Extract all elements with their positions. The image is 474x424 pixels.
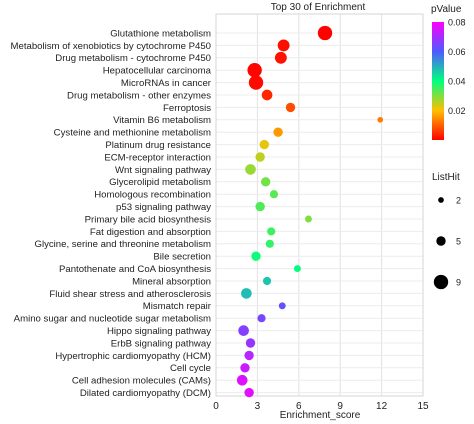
y-tick-label: Metabolism of xenobiotics by cytochrome … [11, 41, 212, 52]
x-tick-labels: 0 3 6 9 12 15 [213, 401, 429, 412]
data-point [317, 25, 333, 41]
y-tick-label: Primary bile acid biosynthesis [85, 214, 212, 225]
x-tick-label: 12 [376, 401, 388, 412]
size-legend-dot [438, 197, 444, 203]
x-tick-label: 6 [296, 401, 302, 412]
data-point [244, 387, 254, 398]
y-tick-label: Hypertrophic cardiomyopathy (HCM) [55, 351, 211, 362]
data-point [269, 190, 279, 199]
data-point [248, 75, 264, 90]
y-tick-label: Cysteine and methionine metabolism [54, 128, 211, 139]
listhit-legend-title: ListHit [432, 172, 460, 183]
data-point [240, 363, 250, 373]
plot-frame [215, 13, 424, 397]
size-legend-dot [436, 236, 446, 246]
data-point [260, 177, 271, 187]
y-tick-label: Hepatocellular carcinoma [103, 66, 212, 77]
y-tick-label: Platinum drug resistance [105, 140, 211, 151]
data-point [273, 127, 283, 137]
colorbar-tick-label: 0.06 [448, 47, 466, 57]
data-points [236, 25, 384, 398]
y-tick-label: p53 signaling pathway [116, 202, 211, 213]
colorbar-tick-label: 0.08 [448, 18, 466, 28]
listhit-legend: ListHit 2 5 9 [432, 172, 461, 290]
y-tick-label: Cell cycle [170, 363, 211, 374]
colorbar-tick-label: 0.02 [448, 106, 466, 116]
y-tick-label: Fluid shear stress and atherosclerosis [49, 289, 211, 300]
pvalue-legend-title: pValue [431, 4, 462, 15]
y-tick-label: Vitamin B6 metabolism [113, 115, 211, 126]
pvalue-colorbar [432, 22, 444, 140]
y-tick-label: Homologous recombination [94, 190, 211, 201]
data-point [259, 139, 269, 150]
chart-title: Top 30 of Enrichment [271, 2, 366, 13]
data-point [285, 102, 296, 113]
x-tick-label: 3 [255, 401, 261, 412]
y-tick-label: Ferroptosis [163, 103, 211, 114]
data-point [305, 215, 312, 223]
x-tick-label: 15 [417, 401, 429, 412]
x-tick-label: 9 [337, 401, 343, 412]
data-point [267, 227, 276, 236]
data-point [257, 314, 266, 323]
colorbar-tick-label: 0.04 [448, 77, 466, 87]
y-tick-label: Fat digestion and absorption [90, 227, 211, 238]
data-point [262, 276, 272, 286]
data-point [247, 63, 262, 78]
size-legend-label: 2 [456, 196, 461, 206]
data-point [241, 288, 252, 299]
data-point [277, 39, 290, 52]
data-point [265, 239, 274, 248]
data-point [261, 89, 273, 101]
y-tick-label: Pantothenate and CoA biosynthesis [59, 264, 211, 275]
data-point [278, 302, 286, 310]
y-tick-labels: Glutathione metabolism Metabolism of xeno… [11, 28, 212, 399]
y-tick-label: ErbB signaling pathway [111, 338, 211, 349]
y-tick-label: MicroRNAs in cancer [121, 78, 212, 89]
data-point [255, 152, 265, 162]
y-tick-label: Glutathione metabolism [110, 28, 211, 39]
data-point [293, 265, 301, 273]
y-tick-label: Wnt signaling pathway [115, 165, 211, 176]
data-point [377, 116, 384, 123]
size-legend-dot [433, 274, 449, 290]
x-tick-label: 0 [213, 401, 219, 412]
y-tick-label: Cell adhesion molecules (CAMs) [72, 376, 211, 387]
y-tick-label: Drug metabolism - cytochrome P450 [55, 53, 211, 64]
y-tick-label: Mismatch repair [143, 301, 212, 312]
size-legend-label: 5 [456, 237, 461, 247]
y-tick-label: Hippo signaling pathway [107, 326, 211, 337]
data-point [245, 164, 256, 175]
y-tick-label: Glycine, serine and threonine metabolism [34, 239, 211, 250]
y-tick-label: Dilated cardiomyopathy (DCM) [80, 388, 211, 399]
data-point [236, 374, 248, 386]
y-tick-label: Mineral absorption [132, 276, 211, 287]
pvalue-legend: pValue 0.08 0.06 0.04 0.02 [431, 4, 466, 140]
y-tick-label: Bile secretion [153, 252, 211, 263]
size-legend-label: 9 [456, 278, 461, 288]
y-tick-label: Amino sugar and nucleotide sugar metabol… [14, 314, 211, 325]
grid-lines [215, 14, 424, 396]
y-tick-label: Glycerolipid metabolism [109, 177, 211, 188]
data-point [251, 251, 261, 261]
data-point [255, 201, 265, 212]
data-point [238, 325, 249, 336]
y-tick-label: ECM-receptor interaction [104, 152, 211, 163]
y-tick-label: Drug metabolism - other enzymes [67, 90, 211, 101]
data-point [274, 51, 287, 64]
x-axis-label: Enrichment_score [280, 410, 361, 421]
data-point [244, 350, 254, 361]
data-point [245, 338, 256, 348]
